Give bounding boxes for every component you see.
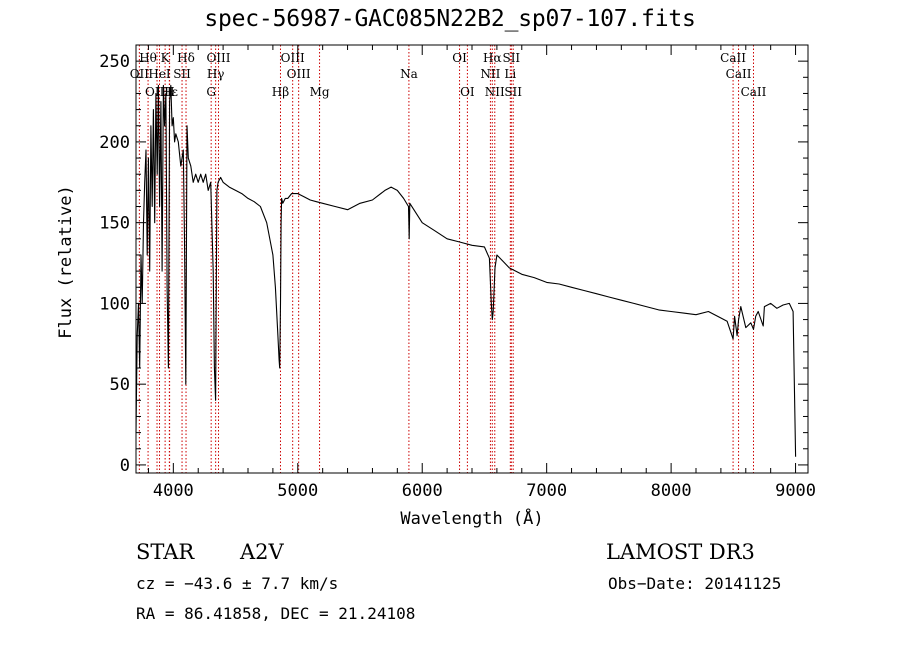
line-label: NII (480, 67, 500, 81)
line-label: Na (400, 67, 418, 81)
y-tick-label: 250 (99, 52, 130, 72)
x-tick-label: 7000 (526, 481, 567, 501)
line-label: NII (485, 85, 505, 99)
line-label: SII (173, 67, 191, 81)
x-tick-label: 5000 (277, 481, 318, 501)
line-label: Hα (483, 51, 502, 65)
line-label: Hε (161, 85, 178, 99)
object-class: STAR (136, 540, 195, 564)
line-label: OIII (287, 67, 311, 81)
line-label: Mg (310, 85, 330, 99)
line-label: OIII (145, 85, 169, 99)
line-label: Hθ (139, 51, 157, 65)
observation-date: Obs−Date: 20141125 (608, 574, 782, 593)
line-label: CaII (741, 85, 767, 99)
x-axis-label: Wavelength (Å) (400, 509, 544, 529)
x-tick-label: 4000 (153, 481, 194, 501)
line-label: H (164, 85, 174, 99)
line-label: OII (130, 67, 150, 81)
line-label: OIII (206, 51, 230, 65)
x-tick-label: 9000 (775, 481, 816, 501)
y-tick-label: 200 (99, 133, 130, 153)
line-label: G (206, 85, 216, 99)
y-axis-label: Flux (relative) (56, 185, 76, 339)
plot-frame (135, 44, 809, 474)
line-label: K (161, 51, 171, 65)
line-label: Li (504, 67, 516, 81)
line-label: Hγ (207, 67, 225, 81)
spectrum-line (135, 84, 797, 457)
x-tick-label: 6000 (402, 481, 443, 501)
line-label: SII (502, 51, 520, 65)
line-label: OIII (281, 51, 305, 65)
x-tick-label: 8000 (651, 481, 692, 501)
object-subclass: A2V (240, 540, 284, 564)
redshift-info: cz = −43.6 ± 7.7 km/s (136, 574, 339, 593)
y-tick-label: 0 (120, 456, 130, 476)
chart-title: spec-56987-GAC085N22B2_sp07-107.fits (204, 6, 696, 32)
line-label: CaII (720, 51, 746, 65)
survey-name: LAMOST DR3 (606, 540, 755, 564)
y-tick-label: 100 (99, 294, 130, 314)
coordinates: RA = 86.41858, DEC = 21.24108 (136, 604, 416, 623)
line-label: Hβ (272, 85, 289, 99)
line-label: SII (504, 85, 522, 99)
line-label: HeI (148, 67, 171, 81)
line-label: CaII (726, 67, 752, 81)
y-tick-label: 50 (110, 375, 130, 395)
y-tick-label: 150 (99, 214, 130, 234)
line-label: OI (460, 85, 475, 99)
line-label: Hδ (177, 51, 195, 65)
line-label: OI (452, 51, 467, 65)
